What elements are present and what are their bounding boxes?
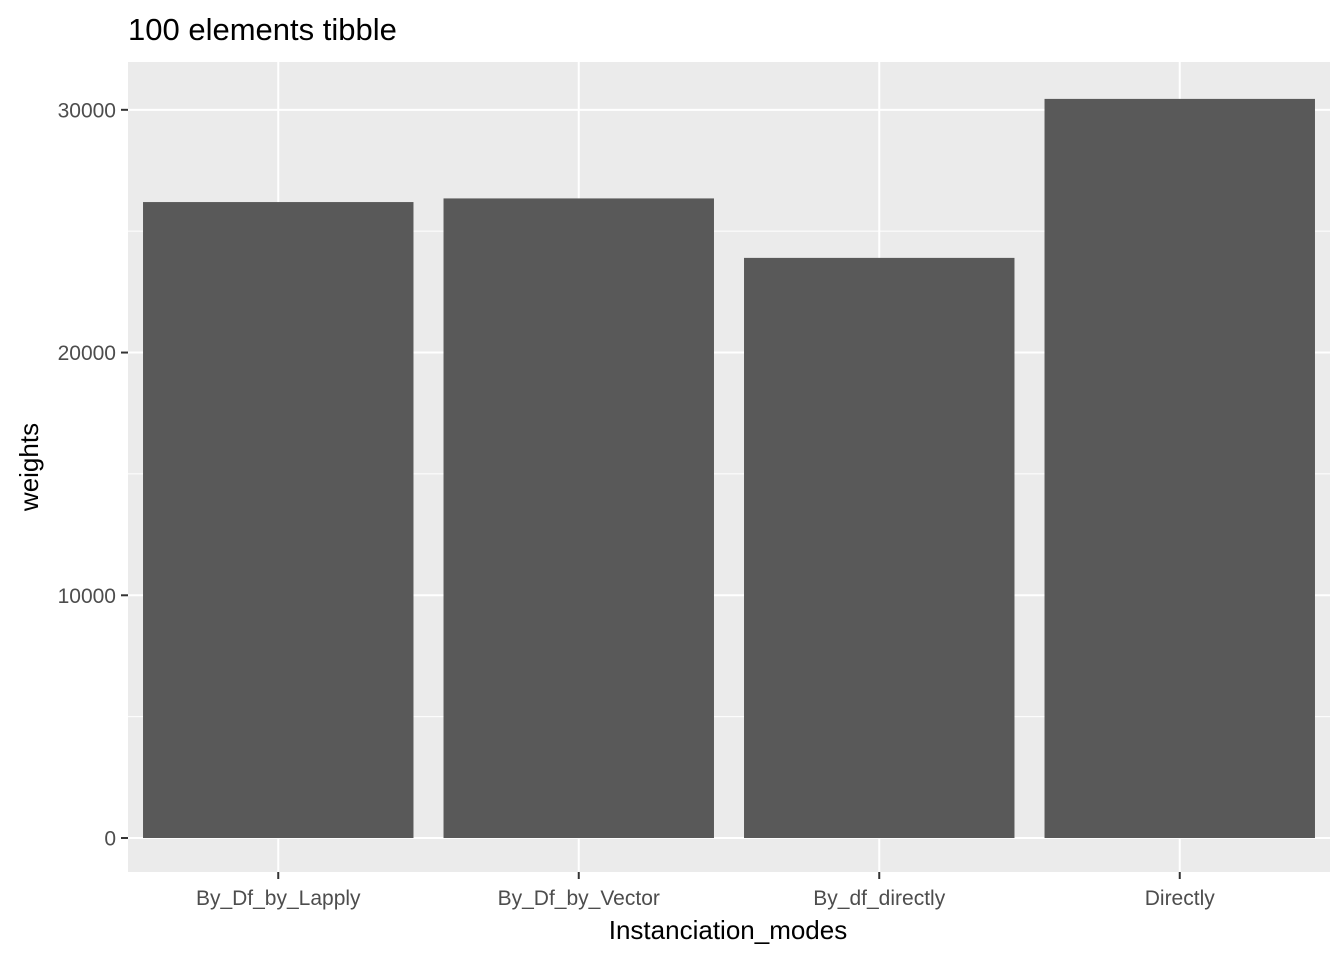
y-tick-label: 30000 — [58, 99, 116, 122]
y-tick-label: 10000 — [58, 585, 116, 608]
y-axis-title: weights — [14, 423, 44, 512]
chart-title: 100 elements tibble — [128, 12, 397, 47]
y-tick-label: 0 — [104, 828, 116, 851]
bar-By_Df_by_Vector — [443, 198, 714, 839]
x-tick-label: By_Df_by_Vector — [498, 887, 660, 910]
y-tick-label: 20000 — [58, 342, 116, 365]
bar-By_Df_by_Lapply — [143, 202, 414, 839]
x-tick-label: By_Df_by_Lapply — [196, 887, 361, 910]
bar-Directly — [1044, 98, 1315, 839]
bar-By_df_directly — [744, 257, 1015, 839]
x-tick-label: Directly — [1145, 887, 1216, 910]
x-tick-label: By_df_directly — [813, 887, 945, 910]
x-axis-title: Instanciation_modes — [609, 915, 847, 945]
bars — [143, 98, 1315, 839]
axes: 0 10000 20000 30000 By_Df_by_Lapply By_Df_by_… — [58, 99, 1216, 910]
